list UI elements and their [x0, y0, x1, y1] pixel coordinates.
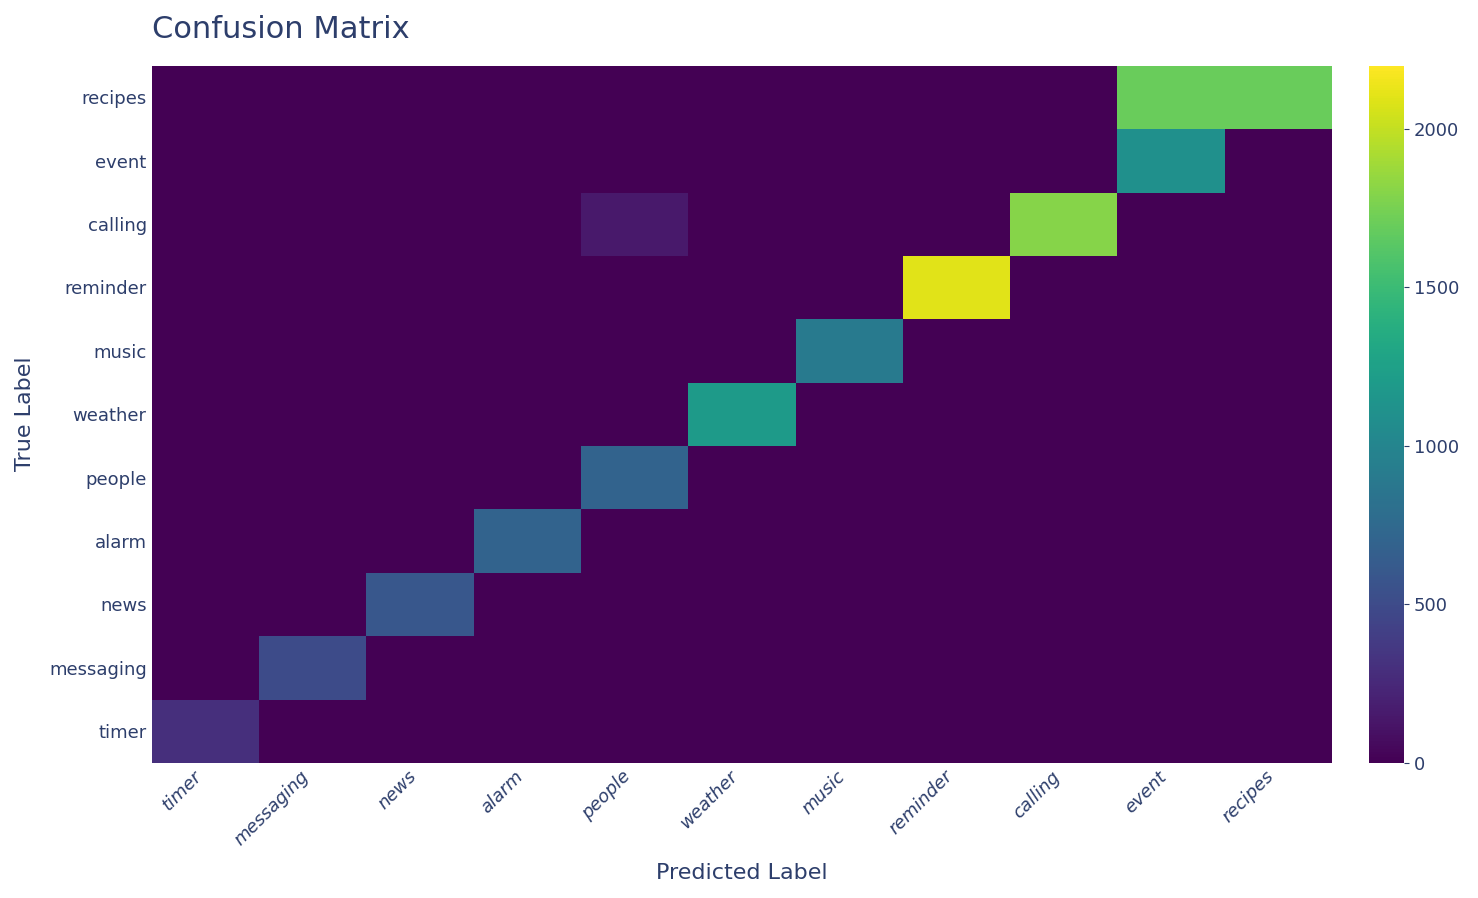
X-axis label: Predicted Label: Predicted Label — [656, 863, 828, 883]
Y-axis label: True Label: True Label — [15, 357, 35, 471]
Text: Confusion Matrix: Confusion Matrix — [152, 15, 409, 44]
